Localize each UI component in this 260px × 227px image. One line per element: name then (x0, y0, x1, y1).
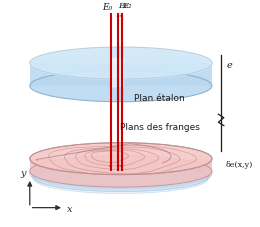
Text: E₁: E₁ (118, 2, 127, 10)
Bar (30, 64, 212, 86)
Bar (34, 178, 207, 179)
Text: E₀: E₀ (102, 2, 113, 12)
Text: δe(x,y): δe(x,y) (225, 160, 252, 168)
Ellipse shape (30, 157, 212, 186)
Bar (30, 159, 212, 171)
Text: Plans des franges: Plans des franges (120, 123, 199, 132)
Ellipse shape (30, 160, 212, 188)
Ellipse shape (32, 160, 210, 189)
Ellipse shape (30, 143, 212, 175)
Bar (30, 171, 212, 174)
Text: y: y (21, 168, 26, 177)
Text: e: e (226, 60, 232, 69)
Ellipse shape (30, 48, 212, 80)
Ellipse shape (34, 165, 207, 194)
Bar (32, 175, 210, 177)
Text: Plan étalon: Plan étalon (134, 93, 185, 102)
Ellipse shape (34, 163, 207, 192)
Text: x: x (67, 204, 73, 213)
Ellipse shape (32, 163, 210, 191)
Ellipse shape (30, 71, 212, 102)
Ellipse shape (30, 155, 212, 187)
Text: E₂: E₂ (122, 2, 132, 10)
